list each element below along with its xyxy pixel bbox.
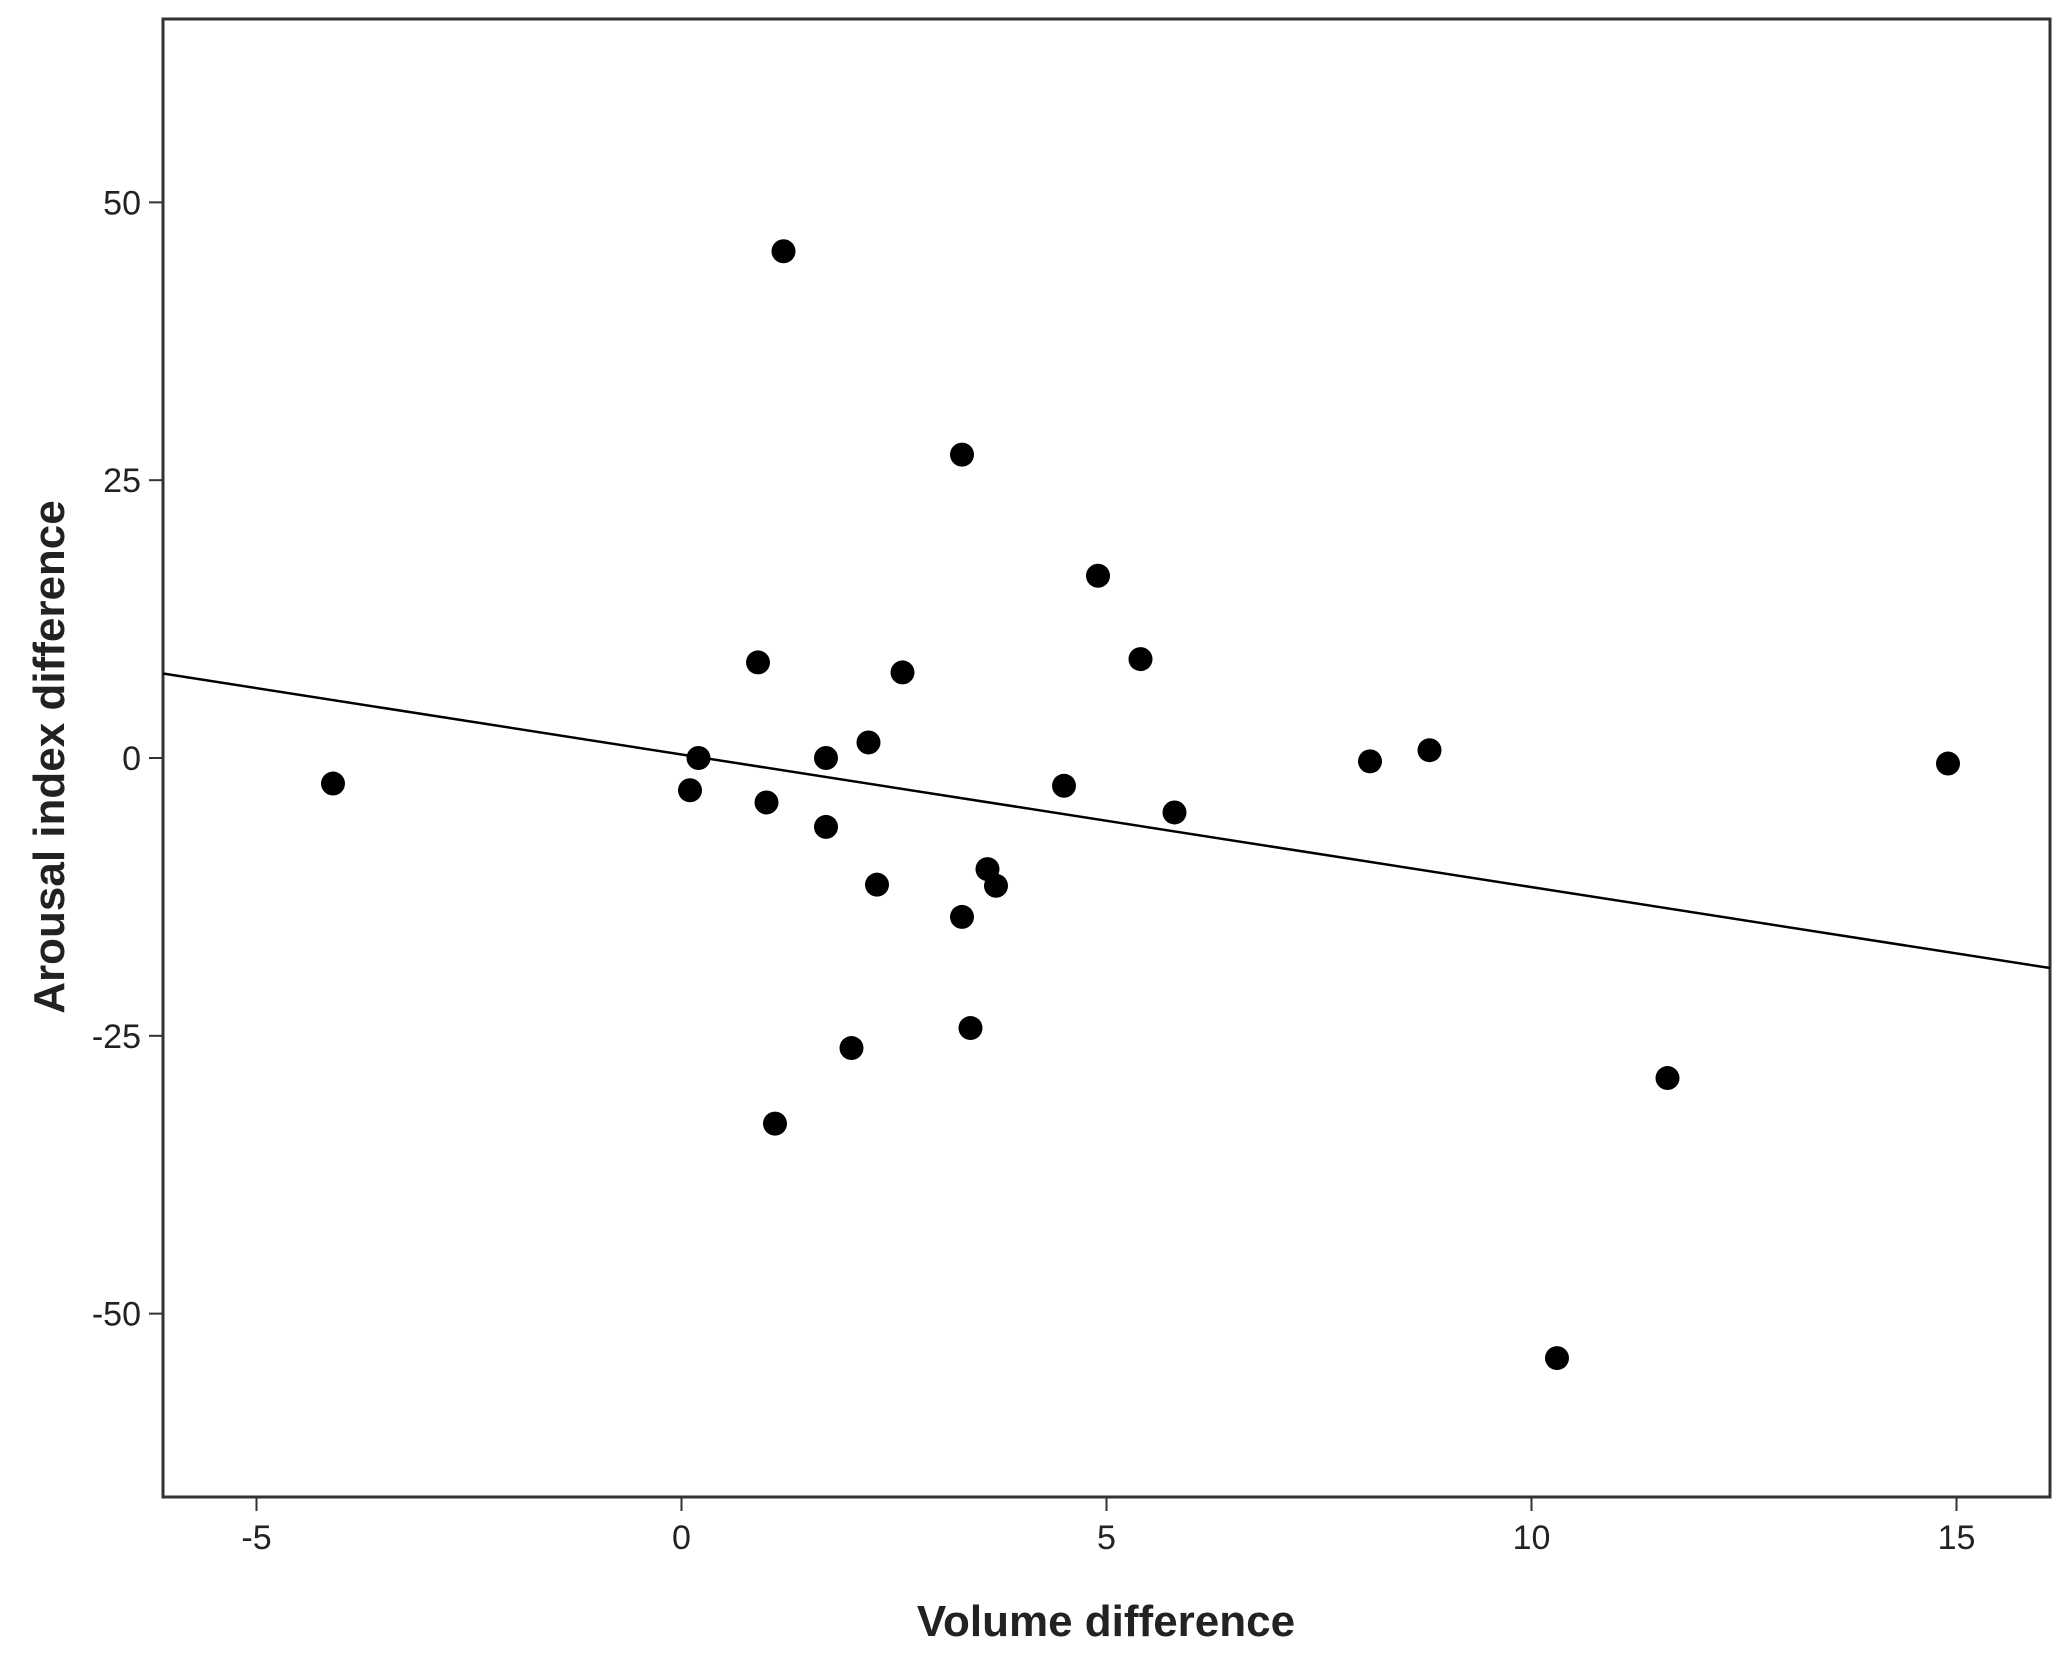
data-point [950, 442, 974, 467]
data-point [754, 790, 779, 815]
x-tick-label: 5 [1097, 1519, 1116, 1557]
y-tick-label: 25 [103, 462, 141, 500]
data-point [746, 650, 770, 675]
data-point [950, 904, 974, 929]
data-point [1655, 1066, 1680, 1091]
points-layer [321, 239, 1960, 1371]
data-point [763, 1111, 787, 1136]
data-point [1052, 773, 1076, 798]
x-axis-title: Volume difference [917, 1597, 1295, 1646]
y-axis-title: Arousal index difference [25, 500, 74, 1013]
data-point [890, 660, 915, 685]
data-point [1417, 738, 1442, 763]
data-point [839, 1036, 864, 1061]
fit-line-layer [162, 672, 2051, 970]
data-point [1086, 563, 1110, 588]
y-tick-label: 50 [103, 184, 141, 222]
data-point [1936, 751, 1960, 776]
data-point [321, 771, 345, 796]
data-point [1358, 749, 1382, 774]
data-point [984, 873, 1008, 898]
x-tick-label: -5 [241, 1519, 271, 1557]
plot-frame [161, 17, 2052, 1499]
fit-line [162, 672, 2051, 970]
y-tick-label: -50 [92, 1296, 141, 1334]
data-point [814, 814, 838, 839]
data-point [771, 239, 796, 264]
data-point [1545, 1346, 1569, 1371]
data-point [958, 1016, 983, 1041]
data-point [1162, 800, 1187, 825]
x-tick-label: 15 [1938, 1519, 1976, 1557]
x-tick-label: 10 [1513, 1519, 1551, 1557]
data-point [814, 746, 838, 770]
data-point [686, 746, 711, 770]
data-point [865, 872, 889, 897]
y-tick-label: 0 [122, 740, 141, 778]
data-point [1128, 647, 1153, 672]
data-point [678, 778, 702, 803]
data-point [856, 730, 881, 755]
x-tick-label: 0 [672, 1519, 691, 1557]
y-tick-label: -25 [92, 1018, 141, 1056]
